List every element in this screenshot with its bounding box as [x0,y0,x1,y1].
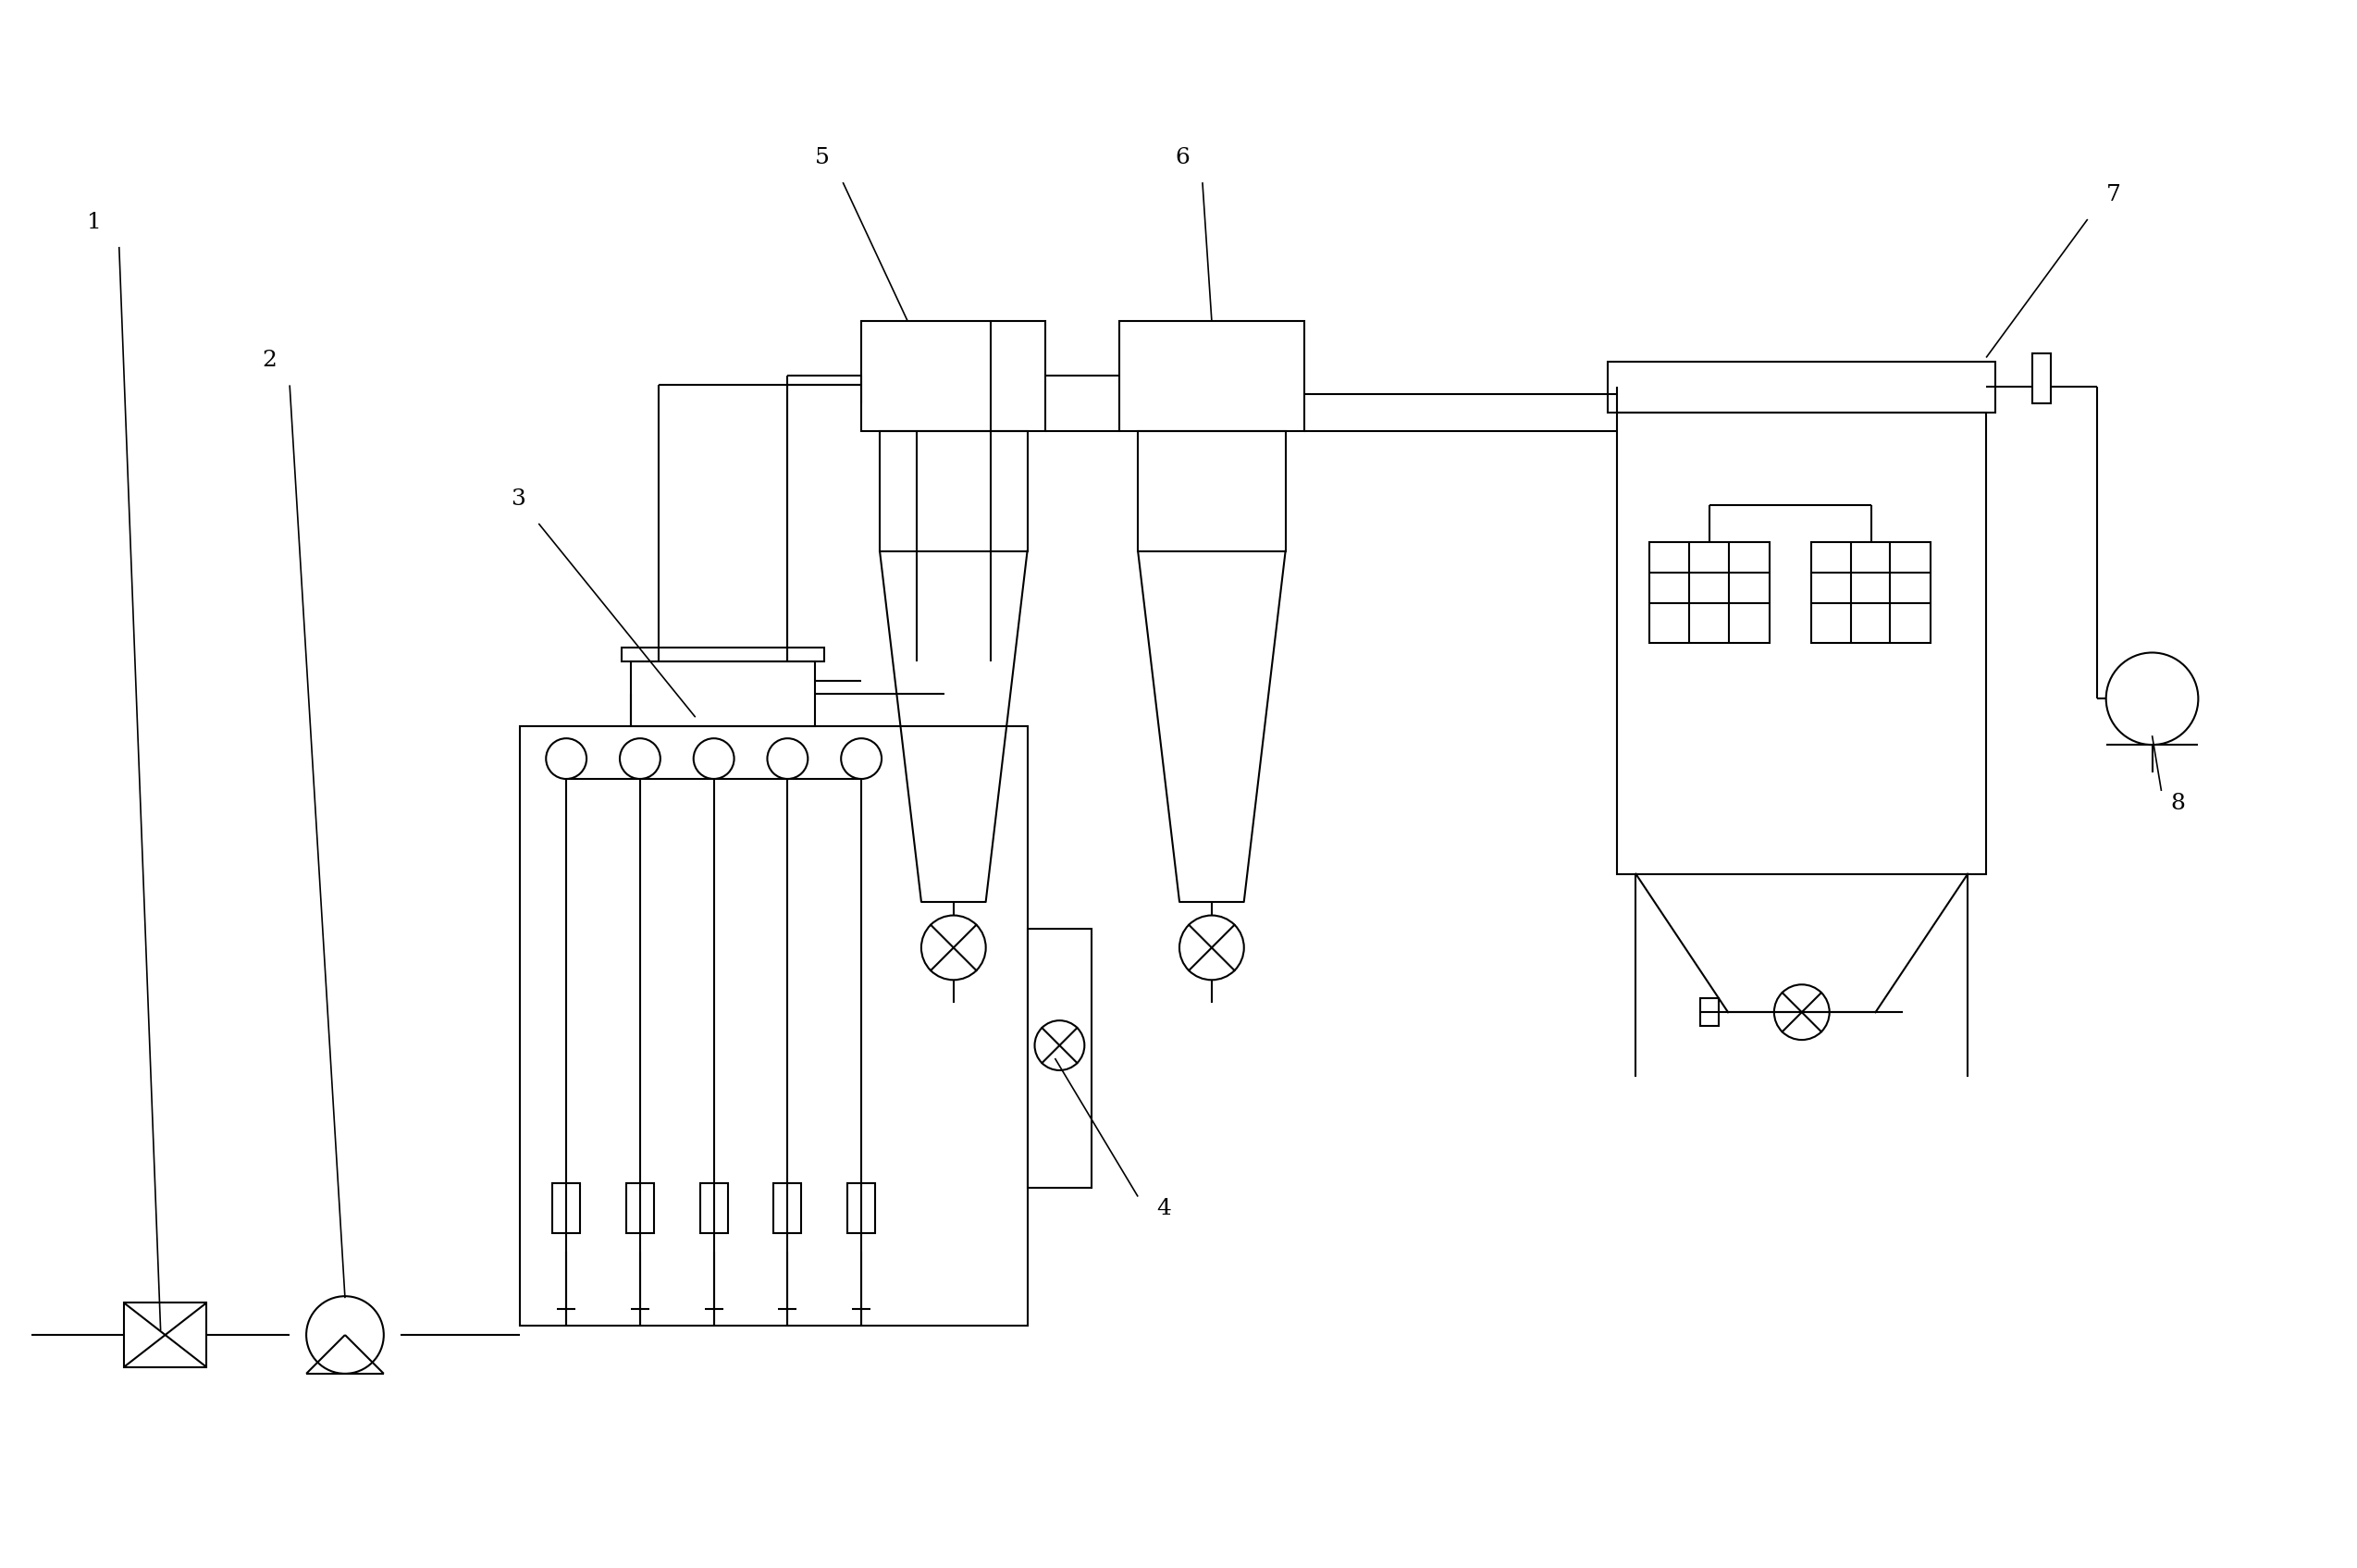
Text: 2: 2 [262,350,276,372]
Text: 4: 4 [1157,1198,1171,1220]
Bar [773,1182,801,1234]
Text: 7: 7 [2107,183,2121,205]
Bar [1607,362,1996,412]
Text: 5: 5 [816,147,830,168]
Bar [632,662,816,726]
Bar [1617,412,1987,873]
Bar [1028,930,1091,1187]
Text: 1: 1 [87,212,101,234]
Bar [700,1182,728,1234]
Bar [521,726,1028,1325]
Text: 3: 3 [511,488,526,510]
Text: 8: 8 [2171,793,2185,814]
Bar [552,1182,580,1234]
Bar [1650,543,1770,643]
Bar [1810,543,1930,643]
Bar [622,648,825,662]
Bar [849,1182,874,1234]
Bar [627,1182,653,1234]
Bar [123,1303,207,1367]
Bar [860,321,1047,431]
Bar [879,431,1028,552]
Bar [1120,321,1303,431]
Bar [1699,999,1718,1025]
Bar [2032,353,2051,403]
Text: 6: 6 [1174,147,1190,168]
Bar [1138,431,1285,552]
